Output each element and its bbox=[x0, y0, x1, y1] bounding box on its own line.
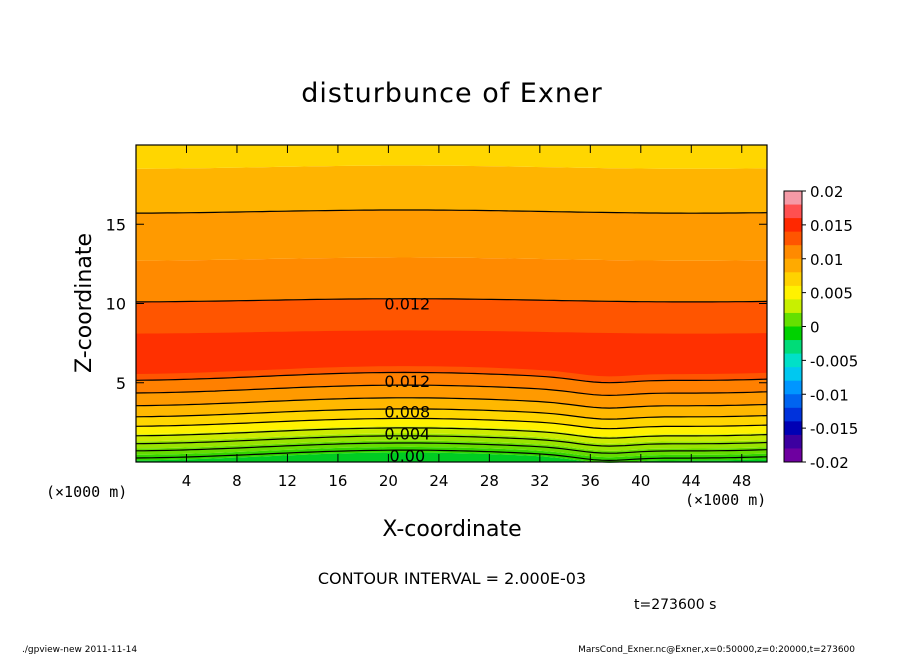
colorbar-tick-label: -0.01 bbox=[810, 386, 849, 404]
colorbar-swatch-16 bbox=[784, 407, 802, 422]
colorbar-tick-label: -0.02 bbox=[810, 454, 849, 472]
contour-line-9 bbox=[136, 298, 768, 303]
x-unit-right: (×1000 m) bbox=[685, 491, 766, 509]
contour-fill-bands bbox=[136, 145, 767, 463]
contour-labels: 0.012 0.012 0.008 0.004 0.00 bbox=[384, 295, 430, 466]
colorbar-tick-label: 0.005 bbox=[810, 285, 853, 303]
x-tick-label: 28 bbox=[480, 472, 499, 490]
contour-label-4: 0.00 bbox=[390, 447, 426, 466]
contour-band-12 bbox=[136, 210, 767, 261]
colorbar bbox=[784, 191, 802, 463]
colorbar-swatch-3 bbox=[784, 231, 802, 246]
y-tick-label: 5 bbox=[116, 374, 126, 393]
contour-band-1 bbox=[136, 446, 767, 463]
contour-label-1: 0.012 bbox=[384, 372, 430, 391]
y-tick-label: 10 bbox=[106, 295, 126, 314]
x-tick-label: 20 bbox=[379, 472, 398, 490]
contour-interval-text: CONTOUR INTERVAL = 2.000E-03 bbox=[318, 569, 586, 588]
contour-band-13 bbox=[136, 165, 767, 214]
x-axis-label: X-coordinate bbox=[382, 517, 521, 542]
time-text: t=273600 s bbox=[634, 597, 716, 613]
colorbar-swatch-6 bbox=[784, 272, 802, 287]
y-axis-ticks: 5 10 15 bbox=[106, 215, 767, 393]
colorbar-swatch-14 bbox=[784, 380, 802, 395]
contour-label-3: 0.004 bbox=[384, 424, 430, 443]
x-tick-label: 44 bbox=[682, 472, 701, 490]
colorbar-ticks: 0.02 0.015 0.01 0.005 0 -0.005 -0.01 -0.015 -0.0… bbox=[802, 183, 858, 472]
contour-line-7 bbox=[135, 384, 768, 397]
colorbar-swatch-11 bbox=[784, 340, 802, 355]
x-tick-label: 40 bbox=[631, 472, 650, 490]
colorbar-tick-label: 0 bbox=[810, 319, 820, 337]
x-tick-label: 4 bbox=[182, 472, 192, 490]
colorbar-swatch-9 bbox=[784, 312, 802, 327]
colorbar-swatch-19 bbox=[784, 448, 802, 463]
y-tick-label: 15 bbox=[106, 215, 126, 234]
x-tick-label: 36 bbox=[581, 472, 600, 490]
x-unit-left: (×1000 m) bbox=[46, 483, 127, 501]
x-tick-label: 48 bbox=[732, 472, 751, 490]
colorbar-tick-label: 0.015 bbox=[810, 217, 853, 235]
contour-label-2: 0.008 bbox=[384, 402, 430, 421]
contour-band-11 bbox=[136, 257, 767, 302]
footer-left: ./gpview-new 2011-11-14 bbox=[22, 645, 137, 654]
x-tick-label: 8 bbox=[232, 472, 242, 490]
colorbar-tick-label: -0.015 bbox=[810, 420, 858, 438]
contour-band-14 bbox=[136, 145, 767, 169]
contour-line-0 bbox=[135, 449, 768, 462]
contour-line-2 bbox=[135, 435, 768, 447]
contour-band-7 bbox=[136, 397, 767, 420]
colorbar-swatch-10 bbox=[784, 326, 802, 341]
contour-band-5 bbox=[136, 418, 767, 437]
colorbar-swatch-15 bbox=[784, 394, 802, 409]
contour-line-8 bbox=[135, 371, 768, 384]
colorbar-swatch-2 bbox=[784, 218, 802, 233]
y-axis-label: Z-coordinate bbox=[72, 233, 97, 373]
footer-right: MarsCond_Exner.nc@Exner,x=0:50000,z=0:20… bbox=[578, 645, 855, 654]
colorbar-tick-label: 0.02 bbox=[810, 183, 843, 201]
contour-line-1 bbox=[136, 442, 768, 454]
x-tick-label: 24 bbox=[429, 472, 448, 490]
plot-area: 0.012 0.012 0.008 0.004 0.00 bbox=[135, 144, 768, 466]
colorbar-swatch-8 bbox=[784, 299, 802, 314]
colorbar-swatch-0 bbox=[784, 191, 802, 206]
contour-line-4 bbox=[135, 417, 768, 430]
x-tick-label: 12 bbox=[278, 472, 297, 490]
contour-line-3 bbox=[135, 427, 768, 439]
colorbar-swatch-1 bbox=[784, 204, 802, 219]
colorbar-swatch-13 bbox=[784, 367, 802, 382]
colorbar-tick-label: 0.01 bbox=[810, 251, 843, 269]
colorbar-tick-label: -0.005 bbox=[810, 352, 858, 370]
x-tick-label: 16 bbox=[328, 472, 347, 490]
colorbar-swatch-18 bbox=[784, 434, 802, 449]
contour-label-0: 0.012 bbox=[384, 295, 430, 314]
colorbar-swatch-4 bbox=[784, 245, 802, 260]
contour-band-0 bbox=[136, 452, 767, 463]
contour-lines bbox=[135, 209, 768, 462]
colorbar-swatch-5 bbox=[784, 258, 802, 273]
contour-line-6 bbox=[135, 397, 768, 409]
colorbar-swatch-7 bbox=[784, 285, 802, 300]
contour-line-10 bbox=[136, 209, 768, 214]
x-tick-label: 32 bbox=[530, 472, 549, 490]
contour-band-9 bbox=[136, 372, 767, 396]
x-axis-ticks: 4 8 12 16 20 24 28 32 36 40 44 48 bbox=[182, 145, 751, 490]
contour-band-core bbox=[136, 330, 767, 377]
chart-title: disturbunce of Exner bbox=[301, 78, 602, 109]
contour-line-5 bbox=[135, 408, 768, 420]
colorbar-swatch-12 bbox=[784, 353, 802, 368]
colorbar-swatch-17 bbox=[784, 421, 802, 436]
contour-band-8 bbox=[136, 385, 767, 409]
